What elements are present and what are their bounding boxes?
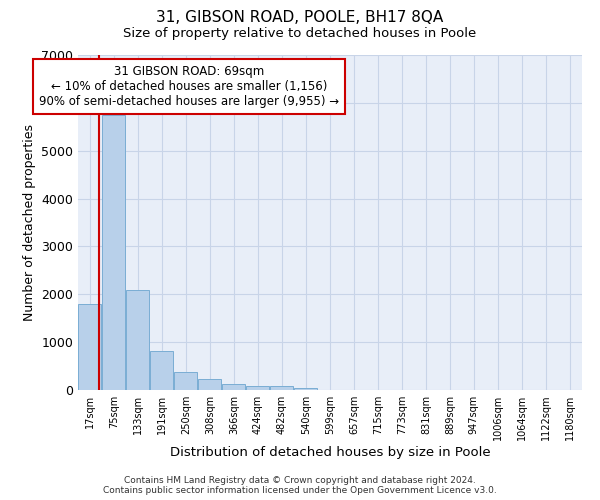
Bar <box>246 386 269 390</box>
Bar <box>150 351 173 390</box>
Bar <box>174 372 197 390</box>
Y-axis label: Number of detached properties: Number of detached properties <box>23 124 35 321</box>
Bar <box>222 384 245 390</box>
Bar <box>270 386 293 390</box>
Bar <box>102 115 125 390</box>
Bar <box>78 304 101 390</box>
Text: Contains HM Land Registry data © Crown copyright and database right 2024.
Contai: Contains HM Land Registry data © Crown c… <box>103 476 497 495</box>
Bar <box>126 290 149 390</box>
Text: 31 GIBSON ROAD: 69sqm
← 10% of detached houses are smaller (1,156)
90% of semi-d: 31 GIBSON ROAD: 69sqm ← 10% of detached … <box>39 65 339 108</box>
Bar <box>294 388 317 390</box>
Text: 31, GIBSON ROAD, POOLE, BH17 8QA: 31, GIBSON ROAD, POOLE, BH17 8QA <box>157 10 443 25</box>
X-axis label: Distribution of detached houses by size in Poole: Distribution of detached houses by size … <box>170 446 490 459</box>
Text: Size of property relative to detached houses in Poole: Size of property relative to detached ho… <box>124 28 476 40</box>
Bar <box>198 378 221 390</box>
